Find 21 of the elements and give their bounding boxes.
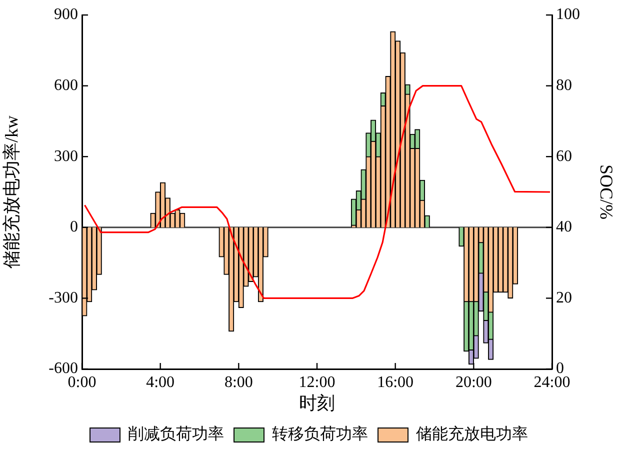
x-tick-label: 20:00	[455, 374, 492, 391]
y2-tick-label: 20	[556, 289, 572, 306]
y2-axis-title: SOC/%	[596, 164, 616, 220]
y-tick-label: 300	[54, 148, 78, 165]
y-tick-label: 900	[54, 6, 78, 24]
y2-tick-label: 100	[556, 6, 580, 24]
x-axis-title: 时刻	[299, 392, 335, 413]
x-tick-label: 4:00	[146, 374, 175, 391]
y-tick-label: 600	[54, 77, 78, 94]
x-tick-label: 16:00	[377, 374, 414, 391]
y2-tick-label: 80	[556, 77, 572, 94]
legend-label: 转移负荷功率	[272, 425, 368, 444]
y-tick-label: -300	[48, 289, 78, 306]
legend-label: 储能充放电功率	[416, 425, 528, 444]
x-tick-label: 12:00	[298, 374, 336, 391]
y-tick-label: 0	[70, 218, 78, 236]
y2-tick-label: 40	[556, 218, 572, 236]
y2-tick-label: 60	[556, 148, 572, 165]
x-tick-label: 8:00	[224, 374, 253, 391]
y-axis-title: 储能充放电功率/kw	[2, 116, 22, 268]
legend-label: 削减负荷功率	[128, 425, 224, 444]
